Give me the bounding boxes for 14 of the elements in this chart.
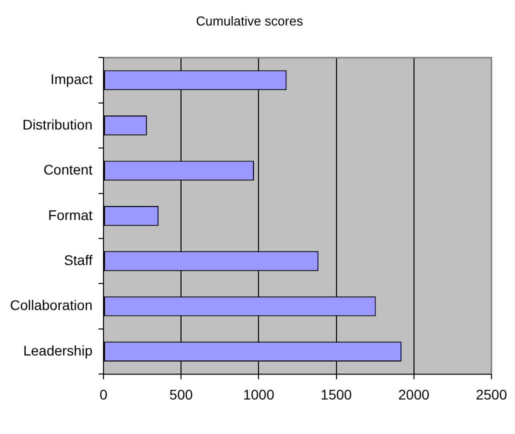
x-tick-label: 1500: [320, 386, 352, 402]
y-tick-label: Format: [48, 206, 93, 223]
x-tick-label: 1000: [243, 386, 274, 402]
y-tick-label: Staff: [64, 252, 93, 268]
y-tick-label: Impact: [50, 71, 93, 88]
x-tick-label: 2500: [476, 386, 508, 402]
x-tick-label: 0: [100, 386, 108, 402]
chart-title: Cumulative scores: [196, 13, 304, 28]
x-tick-label: 500: [169, 386, 193, 402]
y-tick-label: Content: [43, 162, 93, 178]
y-tick-label: Distribution: [22, 116, 92, 132]
x-tick-label: 2000: [398, 386, 430, 402]
y-tick-label: Leadership: [23, 342, 93, 358]
y-tick-label: Collaboration: [10, 297, 92, 314]
